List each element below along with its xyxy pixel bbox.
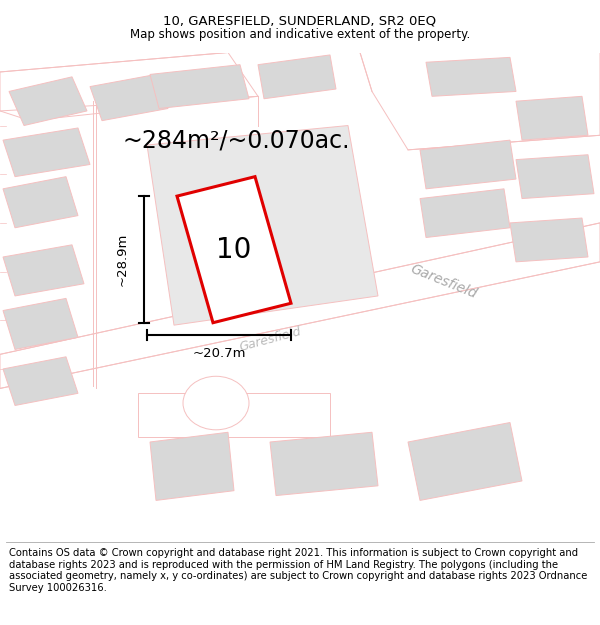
Polygon shape bbox=[177, 177, 291, 322]
Polygon shape bbox=[3, 357, 78, 406]
Polygon shape bbox=[3, 128, 90, 177]
Polygon shape bbox=[258, 55, 336, 99]
Text: 10, GARESFIELD, SUNDERLAND, SR2 0EQ: 10, GARESFIELD, SUNDERLAND, SR2 0EQ bbox=[163, 15, 437, 28]
Text: ~284m²/~0.070ac.: ~284m²/~0.070ac. bbox=[123, 128, 350, 152]
Text: Garesfield: Garesfield bbox=[238, 325, 302, 354]
Polygon shape bbox=[408, 422, 522, 501]
Text: Garesfield: Garesfield bbox=[409, 262, 479, 301]
Polygon shape bbox=[0, 52, 258, 121]
Text: ~20.7m: ~20.7m bbox=[192, 347, 246, 360]
Polygon shape bbox=[9, 77, 87, 126]
Polygon shape bbox=[420, 140, 516, 189]
Polygon shape bbox=[360, 52, 600, 150]
Polygon shape bbox=[516, 155, 594, 199]
Polygon shape bbox=[150, 64, 249, 109]
Polygon shape bbox=[270, 432, 378, 496]
Polygon shape bbox=[138, 393, 330, 437]
Circle shape bbox=[183, 376, 249, 430]
Polygon shape bbox=[3, 245, 84, 296]
Polygon shape bbox=[516, 96, 588, 140]
Polygon shape bbox=[90, 74, 168, 121]
Polygon shape bbox=[0, 223, 600, 389]
Polygon shape bbox=[147, 126, 378, 325]
Polygon shape bbox=[510, 218, 588, 262]
Text: ~28.9m: ~28.9m bbox=[116, 232, 129, 286]
Polygon shape bbox=[3, 177, 78, 227]
Text: Map shows position and indicative extent of the property.: Map shows position and indicative extent… bbox=[130, 28, 470, 41]
Polygon shape bbox=[426, 58, 516, 96]
Polygon shape bbox=[150, 432, 234, 501]
Polygon shape bbox=[3, 298, 78, 349]
Text: Contains OS data © Crown copyright and database right 2021. This information is : Contains OS data © Crown copyright and d… bbox=[9, 548, 587, 592]
Polygon shape bbox=[420, 189, 510, 238]
Text: 10: 10 bbox=[217, 236, 251, 264]
